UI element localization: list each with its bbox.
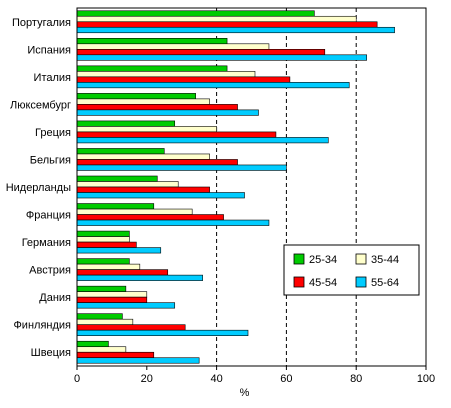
bar <box>76 65 228 72</box>
bar <box>76 269 169 276</box>
plot-border <box>76 7 427 367</box>
bar <box>76 285 127 292</box>
legend-swatch <box>355 253 367 265</box>
bar <box>76 159 238 166</box>
bar <box>76 219 270 226</box>
bar <box>76 214 224 221</box>
bar <box>76 181 179 188</box>
bar <box>76 54 367 61</box>
category-label: Испания <box>27 44 71 56</box>
legend-label: 45-54 <box>309 277 337 289</box>
bar <box>76 93 196 100</box>
category-label: Швеция <box>31 347 71 359</box>
bar <box>76 82 350 89</box>
bar <box>76 318 134 325</box>
bar <box>76 98 210 105</box>
bars <box>76 10 395 364</box>
bar <box>76 148 165 155</box>
bar <box>76 26 395 34</box>
bar <box>76 340 109 348</box>
legend-label: 55-64 <box>371 277 399 289</box>
legend-swatch <box>293 253 305 265</box>
bar <box>76 357 200 364</box>
category-label: Греция <box>35 127 71 139</box>
bar <box>76 324 186 331</box>
bar <box>76 120 176 127</box>
x-axis-title: % <box>240 387 250 399</box>
category-label: Нидерланды <box>6 182 71 194</box>
bar <box>76 236 130 243</box>
category-label: Люксембург <box>10 99 71 111</box>
bar <box>76 71 256 78</box>
category-label: Финляндия <box>13 320 71 332</box>
legend-box <box>283 244 420 296</box>
bar <box>76 346 127 353</box>
bar <box>76 21 378 28</box>
category-label: Франция <box>26 210 71 222</box>
bar <box>76 109 259 116</box>
legend-label: 25-34 <box>309 254 337 266</box>
bar <box>76 10 315 17</box>
bar <box>76 175 158 182</box>
legend-swatch <box>355 276 367 288</box>
legend-swatch <box>293 276 305 288</box>
category-label: Австрия <box>29 265 71 277</box>
bar <box>76 126 217 133</box>
grid-lines <box>216 8 357 366</box>
x-tick-label: 0 <box>74 373 80 385</box>
legend: 25-34 35-44 45-54 55-64 <box>283 244 420 296</box>
bar <box>76 258 130 265</box>
bar <box>76 241 137 248</box>
bar <box>76 291 148 298</box>
bar <box>76 274 203 281</box>
bar <box>76 104 238 111</box>
bar <box>76 137 329 144</box>
x-tick-label: 20 <box>141 373 153 385</box>
bar <box>76 192 245 199</box>
bar <box>76 164 287 171</box>
bar <box>76 38 228 45</box>
category-label: Дания <box>39 292 71 304</box>
bar <box>76 329 249 336</box>
bar <box>76 186 210 193</box>
bar <box>76 296 148 303</box>
x-axis-ticks: 0 20 40 60 80 100 <box>74 366 435 385</box>
legend-label: 35-44 <box>371 254 399 266</box>
bar <box>76 230 130 237</box>
bar <box>76 247 162 254</box>
x-tick-label: 60 <box>280 373 292 385</box>
bar <box>76 302 176 309</box>
bar <box>76 263 141 270</box>
category-labels: Португалия Испания Италия Люксембург Греция Б… <box>6 17 71 359</box>
category-label: Бельгия <box>30 154 71 166</box>
bar <box>76 43 270 50</box>
bar <box>76 208 193 215</box>
x-tick-label: 40 <box>210 373 222 385</box>
x-tick-label: 80 <box>350 373 362 385</box>
bar <box>76 313 123 320</box>
category-label: Португалия <box>12 17 71 29</box>
bar <box>76 76 291 83</box>
bar <box>76 131 277 138</box>
bar <box>76 49 326 56</box>
bar <box>76 15 357 23</box>
bar <box>76 351 155 359</box>
bar <box>76 203 155 210</box>
category-label: Италия <box>34 72 72 84</box>
x-tick-label: 100 <box>417 373 435 385</box>
category-label: Германия <box>22 237 71 249</box>
bar <box>76 153 210 160</box>
